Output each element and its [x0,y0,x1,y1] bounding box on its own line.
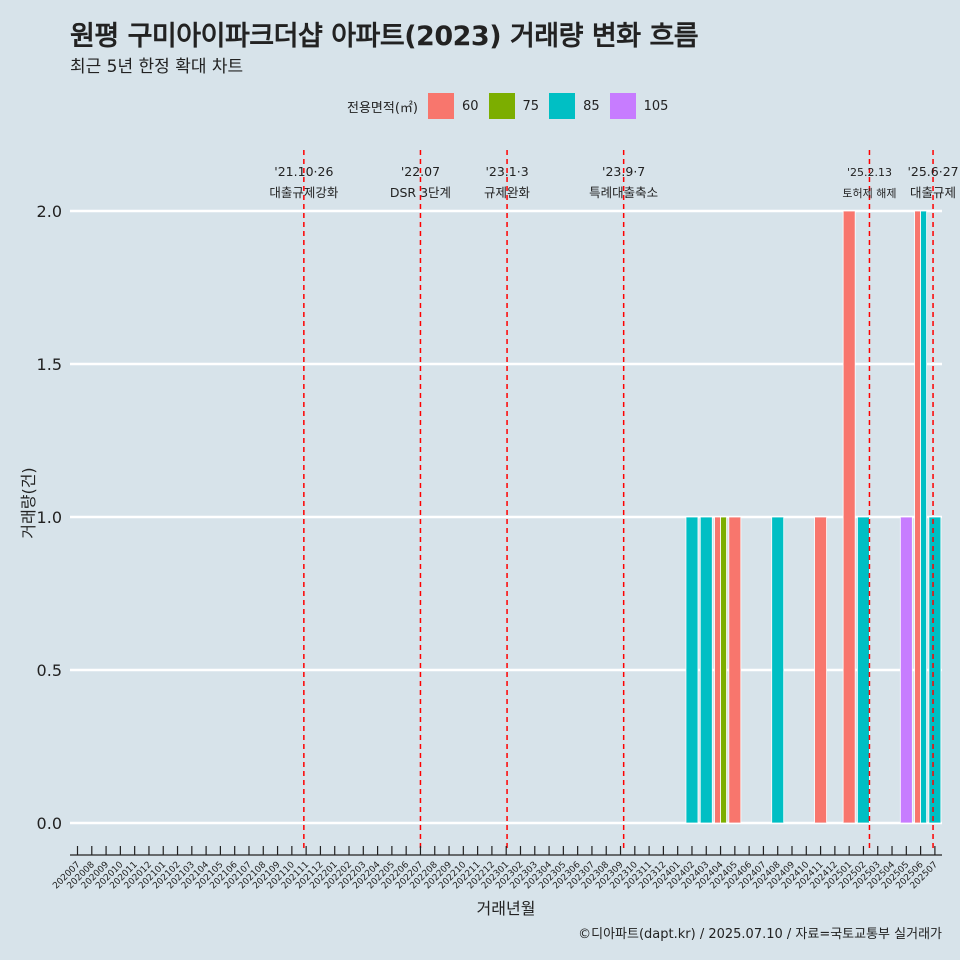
chart-subtitle: 최근 5년 한정 확대 차트 [70,57,244,77]
event-name-label: 대출규제강화 [269,185,339,200]
legend-key-85 [549,93,576,119]
bar [771,516,785,824]
bar [857,516,870,824]
event-name-label: DSR 3단계 [390,185,451,200]
y-tick-label: 0.5 [37,661,62,680]
event-date-label: '25.2.13 [847,166,892,179]
bar [914,210,922,824]
legend-item-60: 60 [427,93,479,119]
legend-item-105: 105 [609,93,669,119]
legend-label-105: 105 [643,98,669,114]
legend-label-85: 85 [583,98,600,114]
event-date-label: '21.10·26 [274,164,333,179]
bar [920,210,928,824]
chart-title: 원평 구미아이파크더샵 아파트(2023) 거래량 변화 흐름 [70,21,699,52]
legend-title: 전용면적(㎡) [347,100,418,116]
event-name-label: 토허제 해제 [842,186,896,200]
y-axis-title: 거래량(건) [19,467,38,538]
x-axis-title: 거래년월 [477,899,536,918]
bar [842,210,856,824]
bar [899,516,913,824]
legend-key-75 [488,93,515,119]
bar [720,516,727,824]
bar [685,516,699,824]
event-date-label: '22.07 [401,164,440,179]
y-tick-label: 0.0 [37,814,62,833]
event-date-label: '23.9·7 [602,164,645,179]
event-name-label: 규제완화 [484,185,531,200]
legend: 전용면적(㎡) 60 75 85 105 [347,93,678,119]
legend-item-85: 85 [549,93,600,119]
bar [814,516,827,824]
y-tick-label: 2.0 [37,202,62,221]
legend-label-60: 60 [461,98,479,114]
source-caption: ©디아파트(dapt.kr) / 2025.07.10 / 자료=국토교통부 실… [578,927,942,942]
event-date-label: '25.6·27 [907,164,958,179]
bar [714,516,721,824]
legend-label-75: 75 [522,98,540,114]
event-name-label: 대출규제 [910,185,956,200]
event-date-label: '23.1·3 [485,164,528,179]
event-name-label: 특례대출축소 [589,185,658,200]
bar [728,516,742,824]
y-tick-label: 1.0 [37,508,62,527]
bar [699,516,713,824]
legend-key-105 [609,93,636,119]
y-tick-label: 1.5 [37,355,62,374]
legend-key-60 [427,93,454,119]
bar [928,516,942,824]
legend-item-75: 75 [488,93,540,119]
